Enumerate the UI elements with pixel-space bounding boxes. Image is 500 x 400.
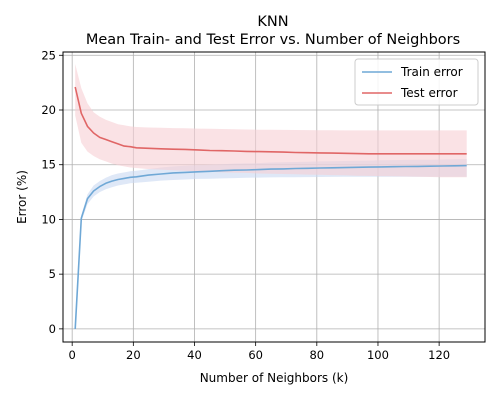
axis-ticks: 0 20 40 60 80 100 120 0 5 10 15 20 25: [41, 48, 450, 362]
y-axis-label: Error (%): [15, 170, 29, 224]
series-lines: [74, 86, 467, 329]
x-tick-label: 100: [367, 348, 389, 362]
test-error-line: [74, 86, 467, 155]
plot-frame: [62, 51, 486, 343]
legend: Train error Test error: [354, 58, 479, 106]
x-axis-label: Number of Neighbors (k): [200, 371, 349, 385]
train-error-line: [74, 164, 467, 329]
x-tick-label: 0: [69, 348, 76, 362]
chart-title: KNN: [257, 14, 288, 30]
y-tick-label: 5: [49, 267, 56, 281]
x-tick-label: 60: [248, 348, 263, 362]
x-tick-label: 20: [126, 348, 141, 362]
y-tick-label: 10: [41, 212, 56, 226]
y-tick-label: 0: [49, 322, 56, 336]
x-tick-label: 120: [428, 348, 450, 362]
y-tick-label: 15: [41, 158, 56, 172]
y-tick-label: 20: [41, 103, 56, 117]
legend-label-test: Test error: [400, 86, 458, 100]
x-tick-label: 40: [187, 348, 202, 362]
chart-subtitle: Mean Train- and Test Error vs. Number of…: [86, 32, 460, 48]
x-tick-label: 80: [309, 348, 324, 362]
legend-label-train: Train error: [400, 65, 463, 79]
y-tick-label: 25: [41, 48, 56, 62]
